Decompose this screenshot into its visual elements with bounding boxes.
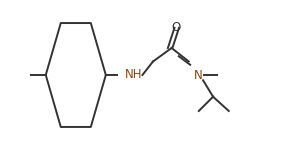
Text: NH: NH <box>125 69 143 81</box>
Text: N: N <box>194 69 202 82</box>
Text: O: O <box>172 21 181 33</box>
